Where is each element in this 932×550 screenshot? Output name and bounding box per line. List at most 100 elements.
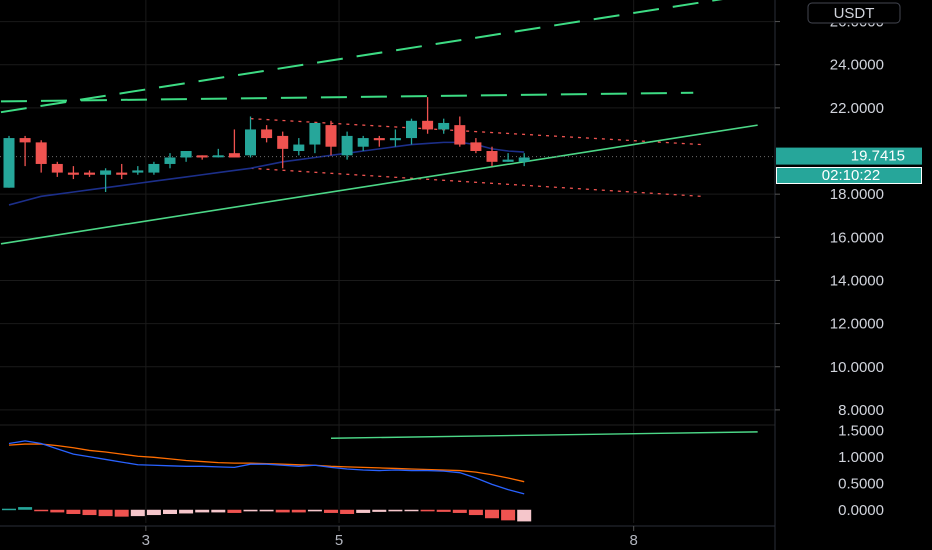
currency-button-frame	[807, 2, 901, 24]
candle-body	[67, 172, 79, 175]
candle[interactable]	[245, 116, 256, 158]
candle[interactable]	[357, 135, 369, 152]
candle[interactable]	[132, 166, 144, 175]
candle[interactable]	[470, 138, 482, 154]
histogram-bar	[211, 509, 226, 513]
indicator-tick-label: 0.0000	[838, 502, 884, 519]
histogram-bar	[388, 509, 403, 512]
candle[interactable]	[67, 166, 79, 180]
candle[interactable]	[518, 153, 530, 167]
candle[interactable]	[100, 168, 112, 193]
histogram-bar	[179, 509, 194, 514]
candle-body	[422, 120, 434, 130]
candle[interactable]	[389, 129, 401, 147]
candle[interactable]	[164, 153, 176, 169]
price-tick-label: 22.0000	[830, 100, 884, 117]
candle-body	[454, 125, 466, 145]
histogram-bar	[98, 509, 113, 517]
candle[interactable]	[84, 170, 95, 177]
time-tick-label: 5	[335, 532, 343, 549]
candle[interactable]	[116, 163, 128, 180]
candle[interactable]	[486, 146, 498, 167]
price-tick-label: 12.0000	[830, 316, 884, 333]
candle-body	[438, 122, 450, 130]
time-axis[interactable]: 3 5 8	[142, 526, 638, 549]
histogram-bar	[485, 509, 499, 519]
candle[interactable]	[341, 131, 353, 160]
candle-body	[228, 153, 240, 158]
candle-body	[309, 122, 321, 145]
histogram-bar	[34, 509, 49, 512]
histogram-bar	[50, 509, 65, 513]
grid	[0, 0, 776, 550]
candle[interactable]	[3, 135, 15, 188]
candle-body	[389, 138, 401, 141]
candle[interactable]	[35, 140, 47, 173]
candle[interactable]	[422, 97, 434, 134]
histogram-bar	[2, 508, 16, 511]
candle-body	[470, 142, 482, 152]
candle[interactable]	[148, 161, 160, 175]
candle[interactable]	[325, 120, 337, 156]
price-tick-label: 14.0000	[830, 272, 884, 289]
currency-button-label: USDT	[834, 5, 875, 22]
candle[interactable]	[438, 118, 450, 134]
candle-body	[261, 129, 273, 139]
macd-indicator-pane[interactable]	[2, 431, 758, 522]
dashed-channel-middle[interactable]	[0, 91, 694, 103]
price-tick-label: 16.0000	[830, 229, 884, 246]
moving-average-line	[8, 141, 525, 206]
price-axis[interactable]: 26.000024.000022.000018.000016.000014.00…	[775, 14, 884, 519]
candle-body	[357, 138, 369, 147]
candle-body	[164, 157, 176, 164]
candle[interactable]	[373, 135, 385, 147]
candle[interactable]	[406, 118, 417, 145]
candle-body	[116, 172, 128, 175]
candle[interactable]	[212, 148, 224, 158]
histogram-bar	[259, 509, 274, 512]
candle[interactable]	[180, 151, 192, 162]
candle[interactable]	[196, 155, 208, 160]
candle-body	[486, 151, 498, 162]
price-tick-label: 8.0000	[838, 402, 884, 419]
macd-line	[8, 440, 525, 495]
bar-countdown: 02:10:22	[822, 167, 880, 184]
candle[interactable]	[502, 153, 514, 162]
histogram-bar	[404, 509, 419, 512]
candle[interactable]	[277, 131, 289, 169]
indicator-trendline[interactable]	[330, 431, 758, 439]
candle[interactable]	[293, 138, 305, 156]
support-trendline[interactable]	[0, 124, 758, 245]
candle-body	[19, 138, 31, 143]
histogram-bar	[420, 509, 435, 512]
last-price-badge-bg	[776, 147, 922, 165]
candle[interactable]	[454, 116, 466, 147]
candle[interactable]	[228, 129, 240, 158]
candle-body	[518, 157, 530, 162]
candle-body	[3, 138, 15, 188]
histogram-bar	[468, 509, 483, 516]
histogram-bar	[66, 509, 81, 514]
price-tick-label: 18.0000	[830, 186, 884, 203]
dashed-channel-upper[interactable]	[0, 0, 758, 114]
candle[interactable]	[19, 135, 31, 167]
main-price-pane[interactable]	[0, 0, 775, 245]
histogram-bar	[324, 509, 338, 513]
last-price-value: 19.7415	[851, 148, 905, 165]
histogram-bar	[291, 509, 306, 513]
candle[interactable]	[261, 125, 273, 143]
candle[interactable]	[309, 122, 321, 154]
histogram-bar	[195, 509, 210, 513]
indicator-tick-label: 1.5000	[838, 422, 884, 439]
currency-button[interactable]: USDT	[807, 2, 901, 24]
candle-body	[35, 142, 47, 164]
candle-body	[341, 135, 353, 156]
histogram-bar	[356, 509, 371, 513]
candle-body	[132, 170, 144, 173]
red-channel-upper[interactable]	[250, 118, 702, 146]
red-channel-lower[interactable]	[250, 167, 702, 197]
candle[interactable]	[51, 161, 63, 177]
histogram-bar	[452, 509, 467, 513]
candle-body	[212, 155, 224, 158]
